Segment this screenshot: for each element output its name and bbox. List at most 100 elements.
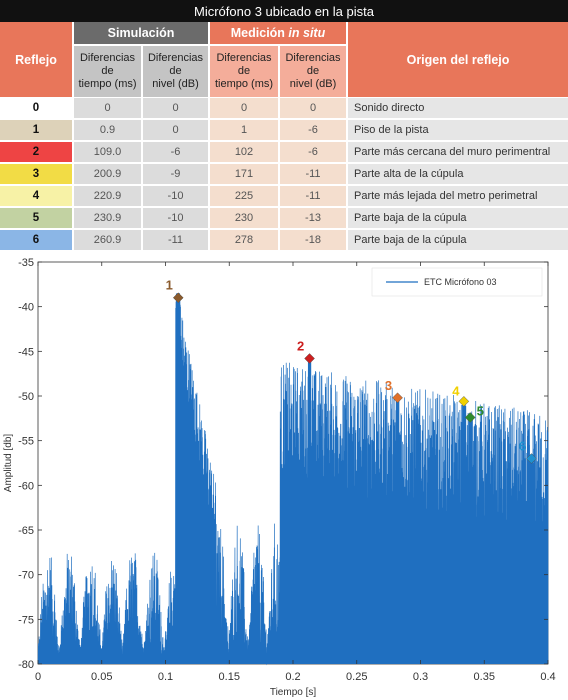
etc-chart: 0 0.05 0.1 0.15 0.2 0.25 0.3 0.35 0.4 -35 -40 -45 -… (3, 257, 556, 698)
sim-nivel: 0 (143, 98, 208, 118)
table-row: 3 200.9 -9 171 -11 Parte alta de la cúpu… (0, 164, 568, 184)
header-medicion-italic: in situ (288, 26, 326, 40)
subheader-text: tiempo (ms) (214, 78, 274, 90)
sim-tiempo: 200.9 (74, 164, 141, 184)
med-nivel: -18 (280, 230, 346, 250)
subheader-text: de (237, 65, 251, 77)
origen: Parte alta de la cúpula (348, 164, 568, 184)
med-tiempo: 1 (210, 120, 278, 140)
med-tiempo: 102 (210, 142, 278, 162)
origen: Parte más cercana del muro perimentral (348, 142, 568, 162)
reflejo-id: 2 (0, 142, 72, 162)
y-axis-title: Amplitud [db] (3, 434, 14, 493)
x-tick-label: 0.1 (158, 671, 173, 683)
x-tick-label: 0.2 (285, 671, 300, 683)
x-axis-title: Tiempo [s] (270, 687, 317, 698)
y-tick-label: -40 (18, 302, 34, 314)
reflejo-id: 6 (0, 230, 72, 250)
subheader-sim-tiempo: Diferencias de tiempo (ms) (74, 46, 141, 97)
y-tick-label: -45 (18, 346, 34, 358)
legend: ETC Micrófono 03 (371, 267, 543, 297)
peak-marker (458, 396, 470, 407)
peak-marker (464, 412, 476, 423)
x-tick-label: 0.35 (474, 671, 495, 683)
peak-marker (392, 392, 403, 404)
peak-marker (304, 353, 315, 364)
x-axis: 0 0.05 0.1 0.15 0.2 0.25 0.3 0.35 0.4 (35, 262, 556, 683)
x-tick-label: 0 (35, 671, 41, 683)
origen: Parte baja de la cúpula (348, 230, 568, 250)
y-axis: -35 -40 -45 -50 -55 -60 -65 -70 -75 -80 (18, 257, 548, 671)
header-medicion-prefix: Medición (230, 26, 289, 40)
peak-marker (172, 292, 184, 304)
sim-nivel: -11 (143, 230, 208, 250)
origen: Parte más lejada del metro perimetral (348, 186, 568, 206)
y-tick-label: -65 (18, 525, 34, 537)
sim-nivel: -9 (143, 164, 208, 184)
subheader-text: nivel (dB) (152, 78, 199, 90)
sim-tiempo: 0 (74, 98, 141, 118)
sim-tiempo: 260.9 (74, 230, 141, 250)
peak-label: 2 (297, 338, 304, 353)
peak-label: 3 (385, 378, 392, 393)
x-tick-label: 0.25 (346, 671, 367, 683)
header-medicion: Medición in situ (210, 22, 346, 44)
peak-label: 6 (519, 439, 526, 454)
table-row: 0 0 0 0 0 Sonido directo (0, 98, 568, 118)
reflejo-id: 4 (0, 186, 72, 206)
header-reflejo: Reflejo (0, 22, 72, 97)
sim-tiempo: 0.9 (74, 120, 141, 140)
x-tick-label: 0.4 (540, 671, 555, 683)
table-row: 5 230.9 -10 230 -13 Parte baja de la cúp… (0, 208, 568, 228)
med-nivel: -11 (280, 186, 346, 206)
sim-tiempo: 220.9 (74, 186, 141, 206)
x-tick-label: 0.15 (219, 671, 240, 683)
peak-label: 1 (166, 278, 173, 293)
subheader-text: Diferencias (147, 52, 204, 64)
sim-nivel: -10 (143, 186, 208, 206)
sim-nivel: -6 (143, 142, 208, 162)
origen: Parte baja de la cúpula (348, 208, 568, 228)
table-row: 2 109.0 -6 102 -6 Parte más cercana del … (0, 142, 568, 162)
x-tick-label: 0.05 (91, 671, 112, 683)
etc-trace (37, 293, 549, 666)
subheader-med-nivel: Diferencias de nivel (dB) (280, 46, 346, 97)
subheader-med-tiempo: Diferencias de tiempo (ms) (210, 46, 278, 97)
subheader-text: tiempo (ms) (78, 78, 137, 90)
reflejo-id: 1 (0, 120, 72, 140)
sim-tiempo: 109.0 (74, 142, 141, 162)
header-origen: Origen del reflejo (348, 22, 568, 97)
subheader-text: de (306, 65, 320, 77)
med-nivel: -13 (280, 208, 346, 228)
peak-marker (526, 453, 537, 464)
peak-label: 4 (452, 383, 460, 398)
sim-tiempo: 230.9 (74, 208, 141, 228)
med-tiempo: 225 (210, 186, 278, 206)
y-tick-label: -35 (18, 257, 34, 269)
y-tick-label: -75 (18, 614, 34, 626)
y-tick-label: -70 (18, 570, 34, 582)
x-tick-label: 0.3 (413, 671, 428, 683)
reflejo-id: 5 (0, 208, 72, 228)
reflejo-id: 3 (0, 164, 72, 184)
med-tiempo: 230 (210, 208, 278, 228)
subheader-text: de (101, 65, 114, 77)
sim-nivel: -10 (143, 208, 208, 228)
sim-nivel: 0 (143, 120, 208, 140)
peak-annotations: 1 2 3 4 5 6 (166, 278, 537, 464)
table-title: Micrófono 3 ubicado en la pista (0, 0, 568, 22)
subheader-text: Diferencias (79, 52, 136, 64)
y-tick-label: -55 (18, 436, 34, 448)
med-nivel: -6 (280, 142, 346, 162)
peak-label: 5 (477, 403, 484, 418)
subheader-text: Diferencias (285, 52, 341, 64)
table-row: 4 220.9 -10 225 -11 Parte más lejada del… (0, 186, 568, 206)
y-tick-label: -80 (18, 659, 34, 671)
header-simulacion: Simulación (74, 22, 208, 44)
origen: Sonido directo (348, 98, 568, 118)
med-nivel: 0 (280, 98, 346, 118)
signal-line (37, 293, 549, 666)
table-row: 1 0.9 0 1 -6 Piso de la pista (0, 120, 568, 140)
med-tiempo: 278 (210, 230, 278, 250)
subheader-text: nivel (dB) (289, 78, 337, 90)
